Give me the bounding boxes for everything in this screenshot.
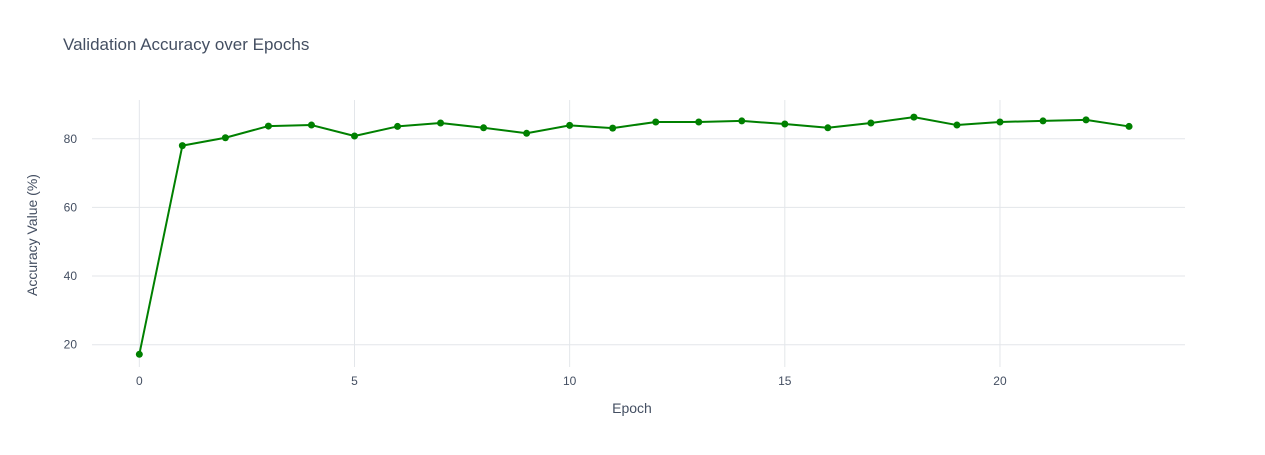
series-line xyxy=(138,116,1131,356)
data-point xyxy=(1039,117,1047,125)
data-point xyxy=(178,142,186,150)
data-point xyxy=(1082,116,1090,124)
series-layer xyxy=(135,113,1133,358)
data-point xyxy=(996,118,1004,126)
y-tick-label: 40 xyxy=(64,269,78,283)
y-axis-title: Accuracy Value (%) xyxy=(24,174,40,296)
x-tick-label: 0 xyxy=(136,374,143,388)
data-point xyxy=(824,124,832,132)
x-axis-title: Epoch xyxy=(612,400,652,416)
data-point xyxy=(394,122,402,130)
y-tick-label: 80 xyxy=(64,132,78,146)
data-point xyxy=(307,121,315,129)
data-point xyxy=(135,350,143,358)
data-point xyxy=(350,132,358,140)
data-point xyxy=(609,124,617,132)
data-point xyxy=(953,121,961,129)
data-point xyxy=(867,119,875,127)
data-point xyxy=(221,134,229,142)
data-point xyxy=(910,113,918,121)
tick-labels: 20 40 60 80 0 5 10 15 20 xyxy=(64,132,1007,388)
grid xyxy=(92,100,1185,367)
y-tick-label: 20 xyxy=(64,338,78,352)
data-point xyxy=(781,120,789,128)
x-tick-label: 15 xyxy=(778,374,792,388)
data-point xyxy=(695,118,703,126)
data-point xyxy=(738,117,746,125)
data-point xyxy=(480,124,488,132)
data-point xyxy=(1125,122,1133,130)
data-point xyxy=(566,121,574,129)
x-tick-label: 20 xyxy=(993,374,1007,388)
y-tick-label: 60 xyxy=(64,200,78,214)
x-tick-label: 5 xyxy=(351,374,358,388)
data-point xyxy=(264,122,272,130)
data-point xyxy=(523,129,531,137)
chart-title: Validation Accuracy over Epochs xyxy=(63,35,309,54)
data-point xyxy=(652,118,660,126)
data-point xyxy=(437,119,445,127)
x-tick-label: 10 xyxy=(563,374,577,388)
